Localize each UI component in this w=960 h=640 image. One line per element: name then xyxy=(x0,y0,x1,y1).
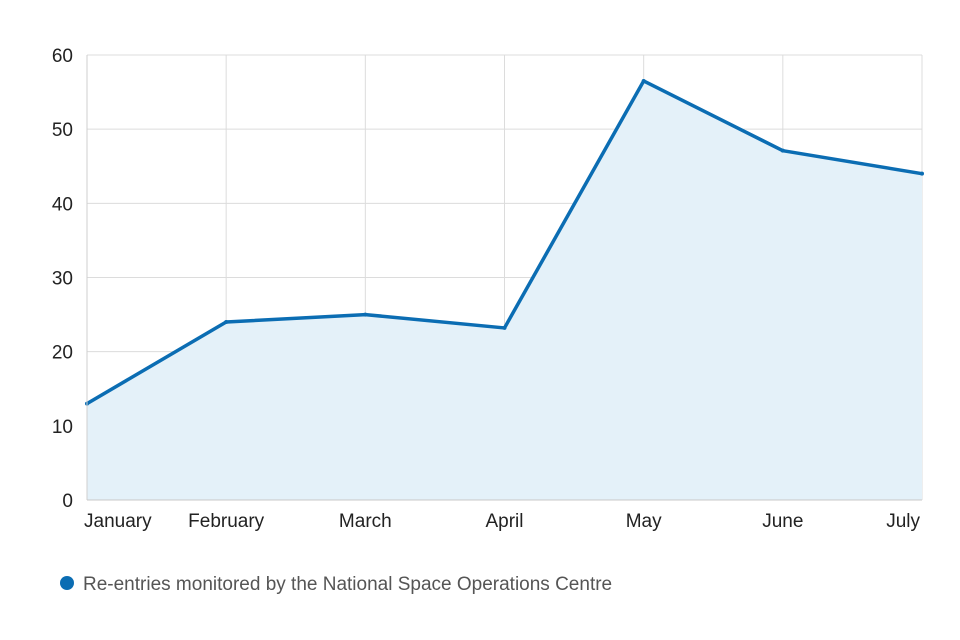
series-area-fill xyxy=(87,80,922,500)
data-point xyxy=(363,312,368,317)
legend-marker xyxy=(60,576,74,590)
x-tick-label: February xyxy=(188,511,265,532)
data-point xyxy=(780,148,785,153)
series-line-group xyxy=(85,78,924,406)
x-tick-label: June xyxy=(762,511,803,532)
y-tick-label: 0 xyxy=(62,491,73,512)
data-point xyxy=(502,325,507,330)
legend-label: Re-entries monitored by the National Spa… xyxy=(83,574,612,595)
x-tick-label: January xyxy=(84,511,152,532)
data-point xyxy=(224,320,229,324)
y-axis-ticks: 0 10 20 30 40 50 60 xyxy=(52,46,73,512)
x-tick-label: May xyxy=(626,511,662,532)
y-tick-label: 40 xyxy=(52,194,73,215)
y-tick-label: 50 xyxy=(52,120,73,141)
legend: Re-entries monitored by the National Spa… xyxy=(60,574,612,595)
y-tick-label: 10 xyxy=(52,417,73,438)
series-area xyxy=(87,80,922,500)
data-point xyxy=(920,171,924,176)
x-axis-ticks: January February March April May June July xyxy=(84,511,920,532)
x-tick-label: July xyxy=(886,511,920,532)
x-tick-label: April xyxy=(485,511,523,532)
x-tick-label: March xyxy=(339,511,392,532)
data-point xyxy=(641,78,646,83)
axes xyxy=(86,55,922,501)
y-tick-label: 20 xyxy=(52,343,73,364)
y-tick-label: 60 xyxy=(52,46,73,67)
y-tick-label: 30 xyxy=(52,269,73,290)
